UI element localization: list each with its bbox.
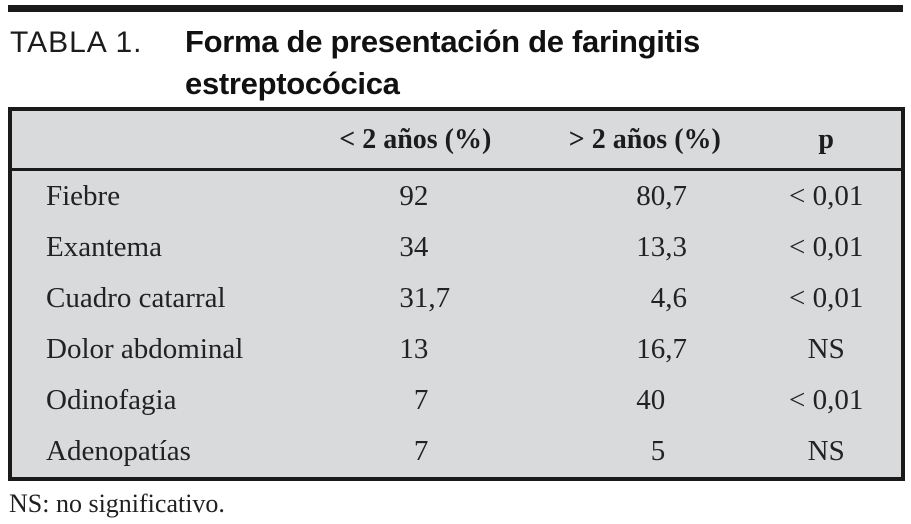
value-dec: ,6 [665, 282, 688, 314]
row-label: Cuadro catarral [46, 282, 226, 314]
table-number-label: TABLA 1. [10, 26, 143, 59]
cell-over-2: 4,6 [524, 273, 765, 324]
value-int: 4 [650, 282, 666, 314]
cell-p-value: < 0,01 [789, 282, 864, 314]
header-p-value: p [765, 109, 903, 171]
cell-under-2: 92 [306, 170, 524, 223]
cell-p-value: < 0,01 [789, 384, 864, 416]
table-row: Fiebre 92 80,7 < 0,01 [10, 170, 903, 223]
cell-over-2: 5 [524, 426, 765, 479]
value-dec: ,7 [428, 282, 451, 314]
cell-over-2: 16,7 [524, 324, 765, 375]
value-int: 16 [636, 333, 666, 365]
value-int: 34 [399, 231, 429, 263]
top-rule-divider [8, 5, 903, 12]
value-int: 13 [399, 333, 429, 365]
table-caption: TABLA 1. Forma de presentación de faring… [10, 21, 900, 105]
value-dec: ,3 [665, 231, 688, 263]
value-dec: ,7 [665, 180, 688, 212]
table-row: Cuadro catarral 31,7 4,6 < 0,01 [10, 273, 903, 324]
cell-over-2: 13,3 [524, 222, 765, 273]
row-label: Fiebre [46, 180, 121, 212]
table-footnote: NS: no significativo. [9, 489, 225, 518]
cell-p-value: < 0,01 [789, 180, 864, 212]
table-title-line1: Forma de presentación de faringitis [185, 24, 700, 59]
table-row: Adenopatías 7 5 NS [10, 426, 903, 479]
table-title-line2: estreptocócica [185, 66, 400, 101]
table-row: Odinofagia 7 40 < 0,01 [10, 375, 903, 426]
cell-under-2: 31,7 [306, 273, 524, 324]
value-int: 31 [399, 282, 429, 314]
table-row: Exantema 34 13,3 < 0,01 [10, 222, 903, 273]
data-table: < 2 años (%) > 2 años (%) p Fiebre 92 80… [8, 107, 905, 481]
cell-p-value: NS [807, 333, 845, 365]
cell-under-2: 34 [306, 222, 524, 273]
value-int: 7 [413, 384, 429, 416]
cell-under-2: 7 [306, 426, 524, 479]
header-over-2-years: > 2 años (%) [524, 109, 766, 171]
row-label: Adenopatías [46, 435, 191, 467]
row-label: Odinofagia [46, 384, 177, 416]
row-label: Exantema [46, 231, 162, 263]
cell-under-2: 7 [306, 375, 524, 426]
table-header-row: < 2 años (%) > 2 años (%) p [10, 109, 903, 171]
value-int: 40 [636, 384, 666, 416]
cell-over-2: 80,7 [524, 170, 765, 223]
value-int: 5 [650, 435, 666, 467]
value-int: 7 [413, 435, 429, 467]
header-under-2-years: < 2 años (%) [306, 109, 525, 171]
header-empty-cell [10, 109, 307, 171]
cell-p-value: < 0,01 [789, 231, 864, 263]
cell-over-2: 40 [524, 375, 765, 426]
cell-under-2: 13 [306, 324, 524, 375]
cell-p-value: NS [807, 435, 845, 467]
value-dec: ,7 [665, 333, 688, 365]
row-label: Dolor abdominal [46, 333, 244, 365]
table-row: Dolor abdominal 13 16,7 NS [10, 324, 903, 375]
value-int: 80 [636, 180, 666, 212]
table-title: Forma de presentación de faringitis estre… [185, 21, 700, 105]
value-int: 13 [636, 231, 666, 263]
value-int: 92 [399, 180, 429, 212]
